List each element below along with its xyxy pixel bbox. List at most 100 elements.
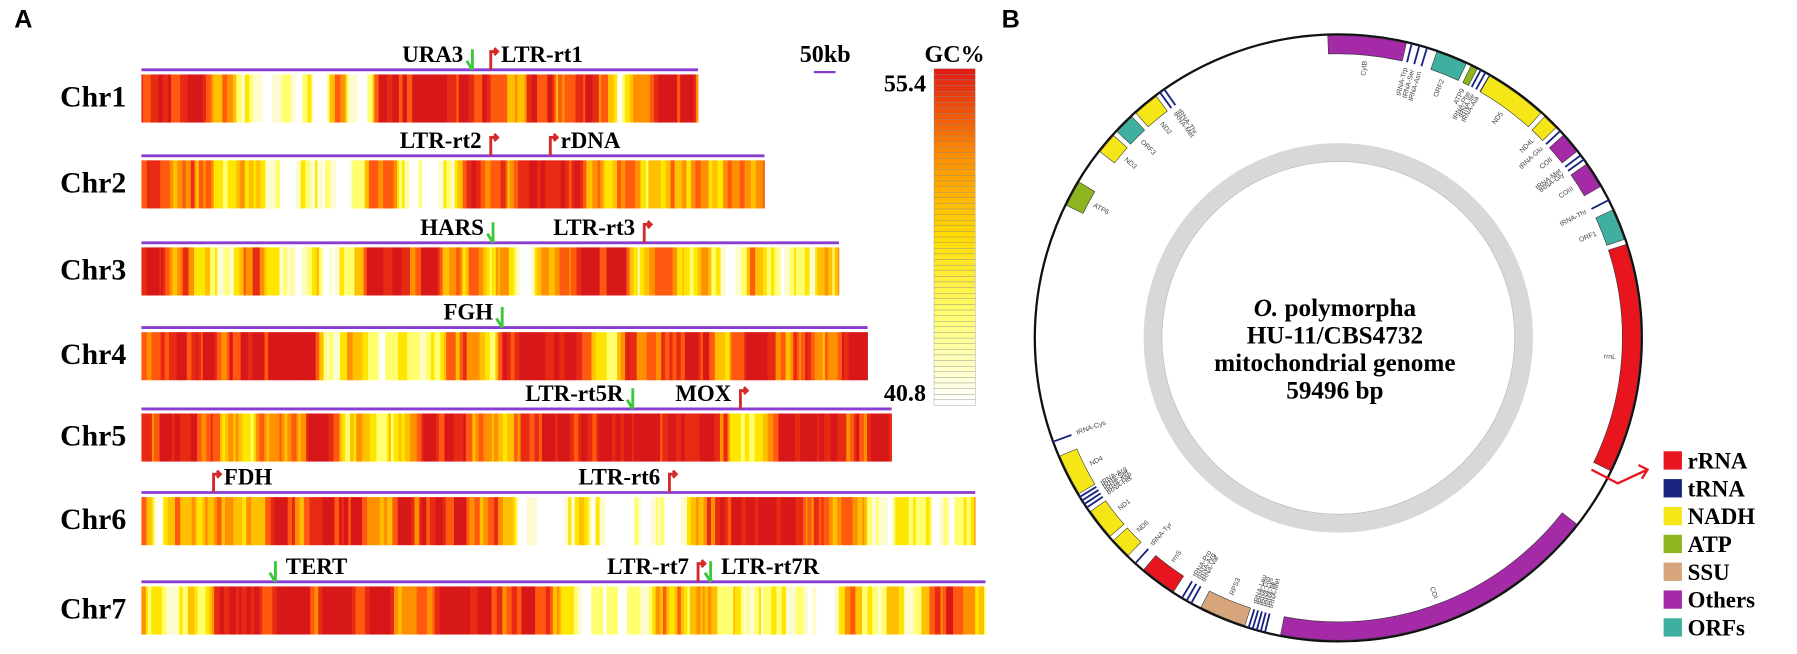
gc-stripe xyxy=(846,413,851,462)
gc-stripe xyxy=(254,586,260,635)
locus-arrow xyxy=(667,469,679,493)
gc-stripe xyxy=(187,74,194,123)
gc-stripe xyxy=(661,332,666,381)
gc-stripe xyxy=(483,413,488,462)
gc-stripe xyxy=(549,413,556,462)
gc-stripe xyxy=(700,586,704,635)
gc-stripe xyxy=(404,413,411,462)
gc-stripe xyxy=(214,586,218,635)
gc-stripe xyxy=(287,586,292,635)
gc-stripe xyxy=(841,586,846,635)
gc-stripe xyxy=(547,74,553,123)
gc-stripe xyxy=(517,74,521,123)
legend-swatch xyxy=(1663,506,1682,526)
gc-stripe xyxy=(556,586,560,635)
gc-stripe xyxy=(951,586,954,635)
gc-stripe xyxy=(665,160,671,209)
gc-stripe xyxy=(763,247,768,296)
gene-arc xyxy=(1113,527,1142,556)
gc-stripe xyxy=(602,160,606,209)
gc-stripe xyxy=(754,413,761,462)
gc-stripe xyxy=(158,74,164,123)
gc-stripe xyxy=(586,160,590,209)
gc-stripe xyxy=(531,497,538,546)
gc-stripe xyxy=(772,497,777,546)
gc-stripe xyxy=(637,413,643,462)
gc-stripe xyxy=(671,586,675,635)
gc-stripe xyxy=(244,74,250,123)
gc-stripe xyxy=(370,74,374,123)
gc-stripe xyxy=(828,247,833,296)
gc-stripe xyxy=(569,332,572,381)
gc-stripe xyxy=(693,247,699,296)
gc-stripe xyxy=(442,497,447,546)
gc-stripe xyxy=(265,497,272,546)
gc-stripe xyxy=(817,413,820,462)
gc-stripe xyxy=(214,332,218,381)
gc-stripe xyxy=(646,160,649,209)
gc-stripe xyxy=(644,586,650,635)
gc-stripe xyxy=(328,413,334,462)
gc-stripe xyxy=(222,160,228,209)
gc-stripe xyxy=(226,332,230,381)
gc-stripe xyxy=(220,413,223,462)
colorbar-step xyxy=(933,343,976,350)
gc-stripe xyxy=(560,160,566,209)
gc-stripe xyxy=(389,160,394,209)
gc-stripe xyxy=(421,413,424,462)
gc-stripe xyxy=(848,332,854,381)
gc-stripe xyxy=(664,497,671,546)
gc-stripe xyxy=(655,497,659,546)
gc-stripe xyxy=(476,160,482,209)
gc-stripe xyxy=(470,332,475,381)
gc-stripe xyxy=(559,586,562,635)
gc-stripe xyxy=(457,586,460,635)
gc-stripe xyxy=(473,332,480,381)
gc-stripe xyxy=(736,497,742,546)
gc-stripe xyxy=(393,413,400,462)
gc-stripe xyxy=(143,74,147,123)
gc-stripe xyxy=(518,497,524,546)
gc-stripe xyxy=(150,247,157,296)
gc-stripe xyxy=(731,332,737,381)
gc-stripe xyxy=(670,413,677,462)
gc-stripe xyxy=(843,497,849,546)
gc-stripe xyxy=(270,160,276,209)
gc-stripe xyxy=(597,160,601,209)
colorbar-step xyxy=(933,394,976,401)
gc-stripe xyxy=(185,413,191,462)
gc-stripe xyxy=(342,413,346,462)
gc-stripe xyxy=(387,497,390,546)
gc-stripe xyxy=(177,586,181,635)
gc-stripe xyxy=(432,160,438,209)
gc-stripe xyxy=(617,332,622,381)
gc-stripe xyxy=(242,413,247,462)
locus-label: MOX xyxy=(675,381,731,406)
colorbar-step xyxy=(933,315,976,322)
gene-arc xyxy=(1066,181,1096,214)
gc-stripe xyxy=(155,247,160,296)
gc-stripe xyxy=(760,413,764,462)
legend-swatch xyxy=(1663,451,1682,470)
legend-label: ATP xyxy=(1688,532,1732,557)
gc-stripe xyxy=(779,247,782,296)
gc-stripe xyxy=(475,586,478,635)
gc-stripe xyxy=(191,497,196,546)
trna-tick xyxy=(1264,613,1271,633)
gc-stripe xyxy=(380,74,384,123)
gc-stripe xyxy=(398,74,403,123)
gc-stripe xyxy=(689,413,696,462)
gc-stripe xyxy=(829,586,835,635)
gc-stripe xyxy=(416,586,423,635)
gc-stripe xyxy=(202,332,207,381)
gc-stripe xyxy=(490,74,495,123)
gc-stripe xyxy=(383,160,386,209)
gc-stripe xyxy=(654,247,660,296)
gc-stripe xyxy=(474,74,479,123)
gc-stripe xyxy=(145,586,149,635)
gc-stripe xyxy=(752,586,755,635)
locus-arrow xyxy=(465,49,474,71)
gc-stripe xyxy=(489,332,496,381)
gc-stripe xyxy=(533,160,538,209)
